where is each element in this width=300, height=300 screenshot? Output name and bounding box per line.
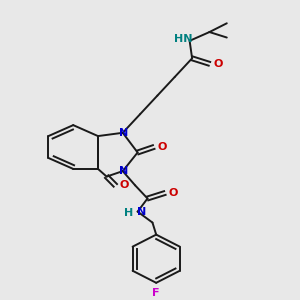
Text: H: H [124, 208, 134, 218]
Text: F: F [152, 288, 160, 298]
Text: HN: HN [174, 34, 193, 44]
Text: N: N [119, 128, 129, 138]
Text: N: N [119, 166, 129, 176]
Text: O: O [119, 180, 129, 190]
Text: O: O [213, 59, 223, 69]
Text: O: O [169, 188, 178, 198]
Text: N: N [137, 207, 146, 217]
Text: O: O [158, 142, 167, 152]
